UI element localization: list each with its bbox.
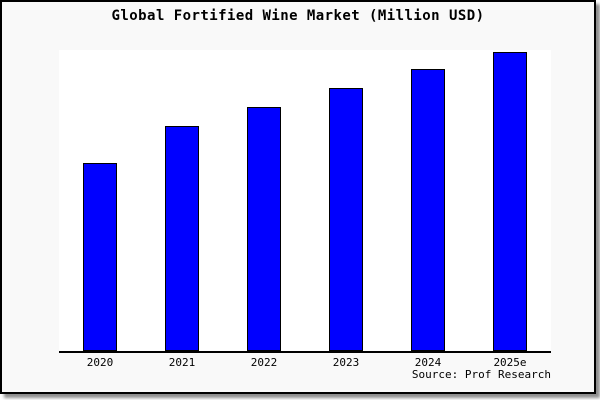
x-tick-label-2025e: 2025e xyxy=(493,356,527,369)
bar-2024 xyxy=(411,69,445,351)
x-tick-label-2020: 2020 xyxy=(86,356,114,369)
x-tick-label-2023: 2023 xyxy=(332,356,360,369)
bar-2025e xyxy=(493,52,527,351)
x-tick-label-2021: 2021 xyxy=(168,356,196,369)
x-tick-label-2024: 2024 xyxy=(414,356,442,369)
bar-2021 xyxy=(165,126,199,351)
plot-area xyxy=(59,50,551,353)
chart-frame: Global Fortified Wine Market (Million US… xyxy=(0,0,596,394)
bar-2022 xyxy=(247,107,281,351)
bar-2023 xyxy=(329,88,363,351)
chart-title: Global Fortified Wine Market (Million US… xyxy=(111,8,485,24)
x-tick-label-2022: 2022 xyxy=(250,356,278,369)
source-credit: Source: Prof Research xyxy=(411,368,551,381)
bar-2020 xyxy=(83,163,117,351)
